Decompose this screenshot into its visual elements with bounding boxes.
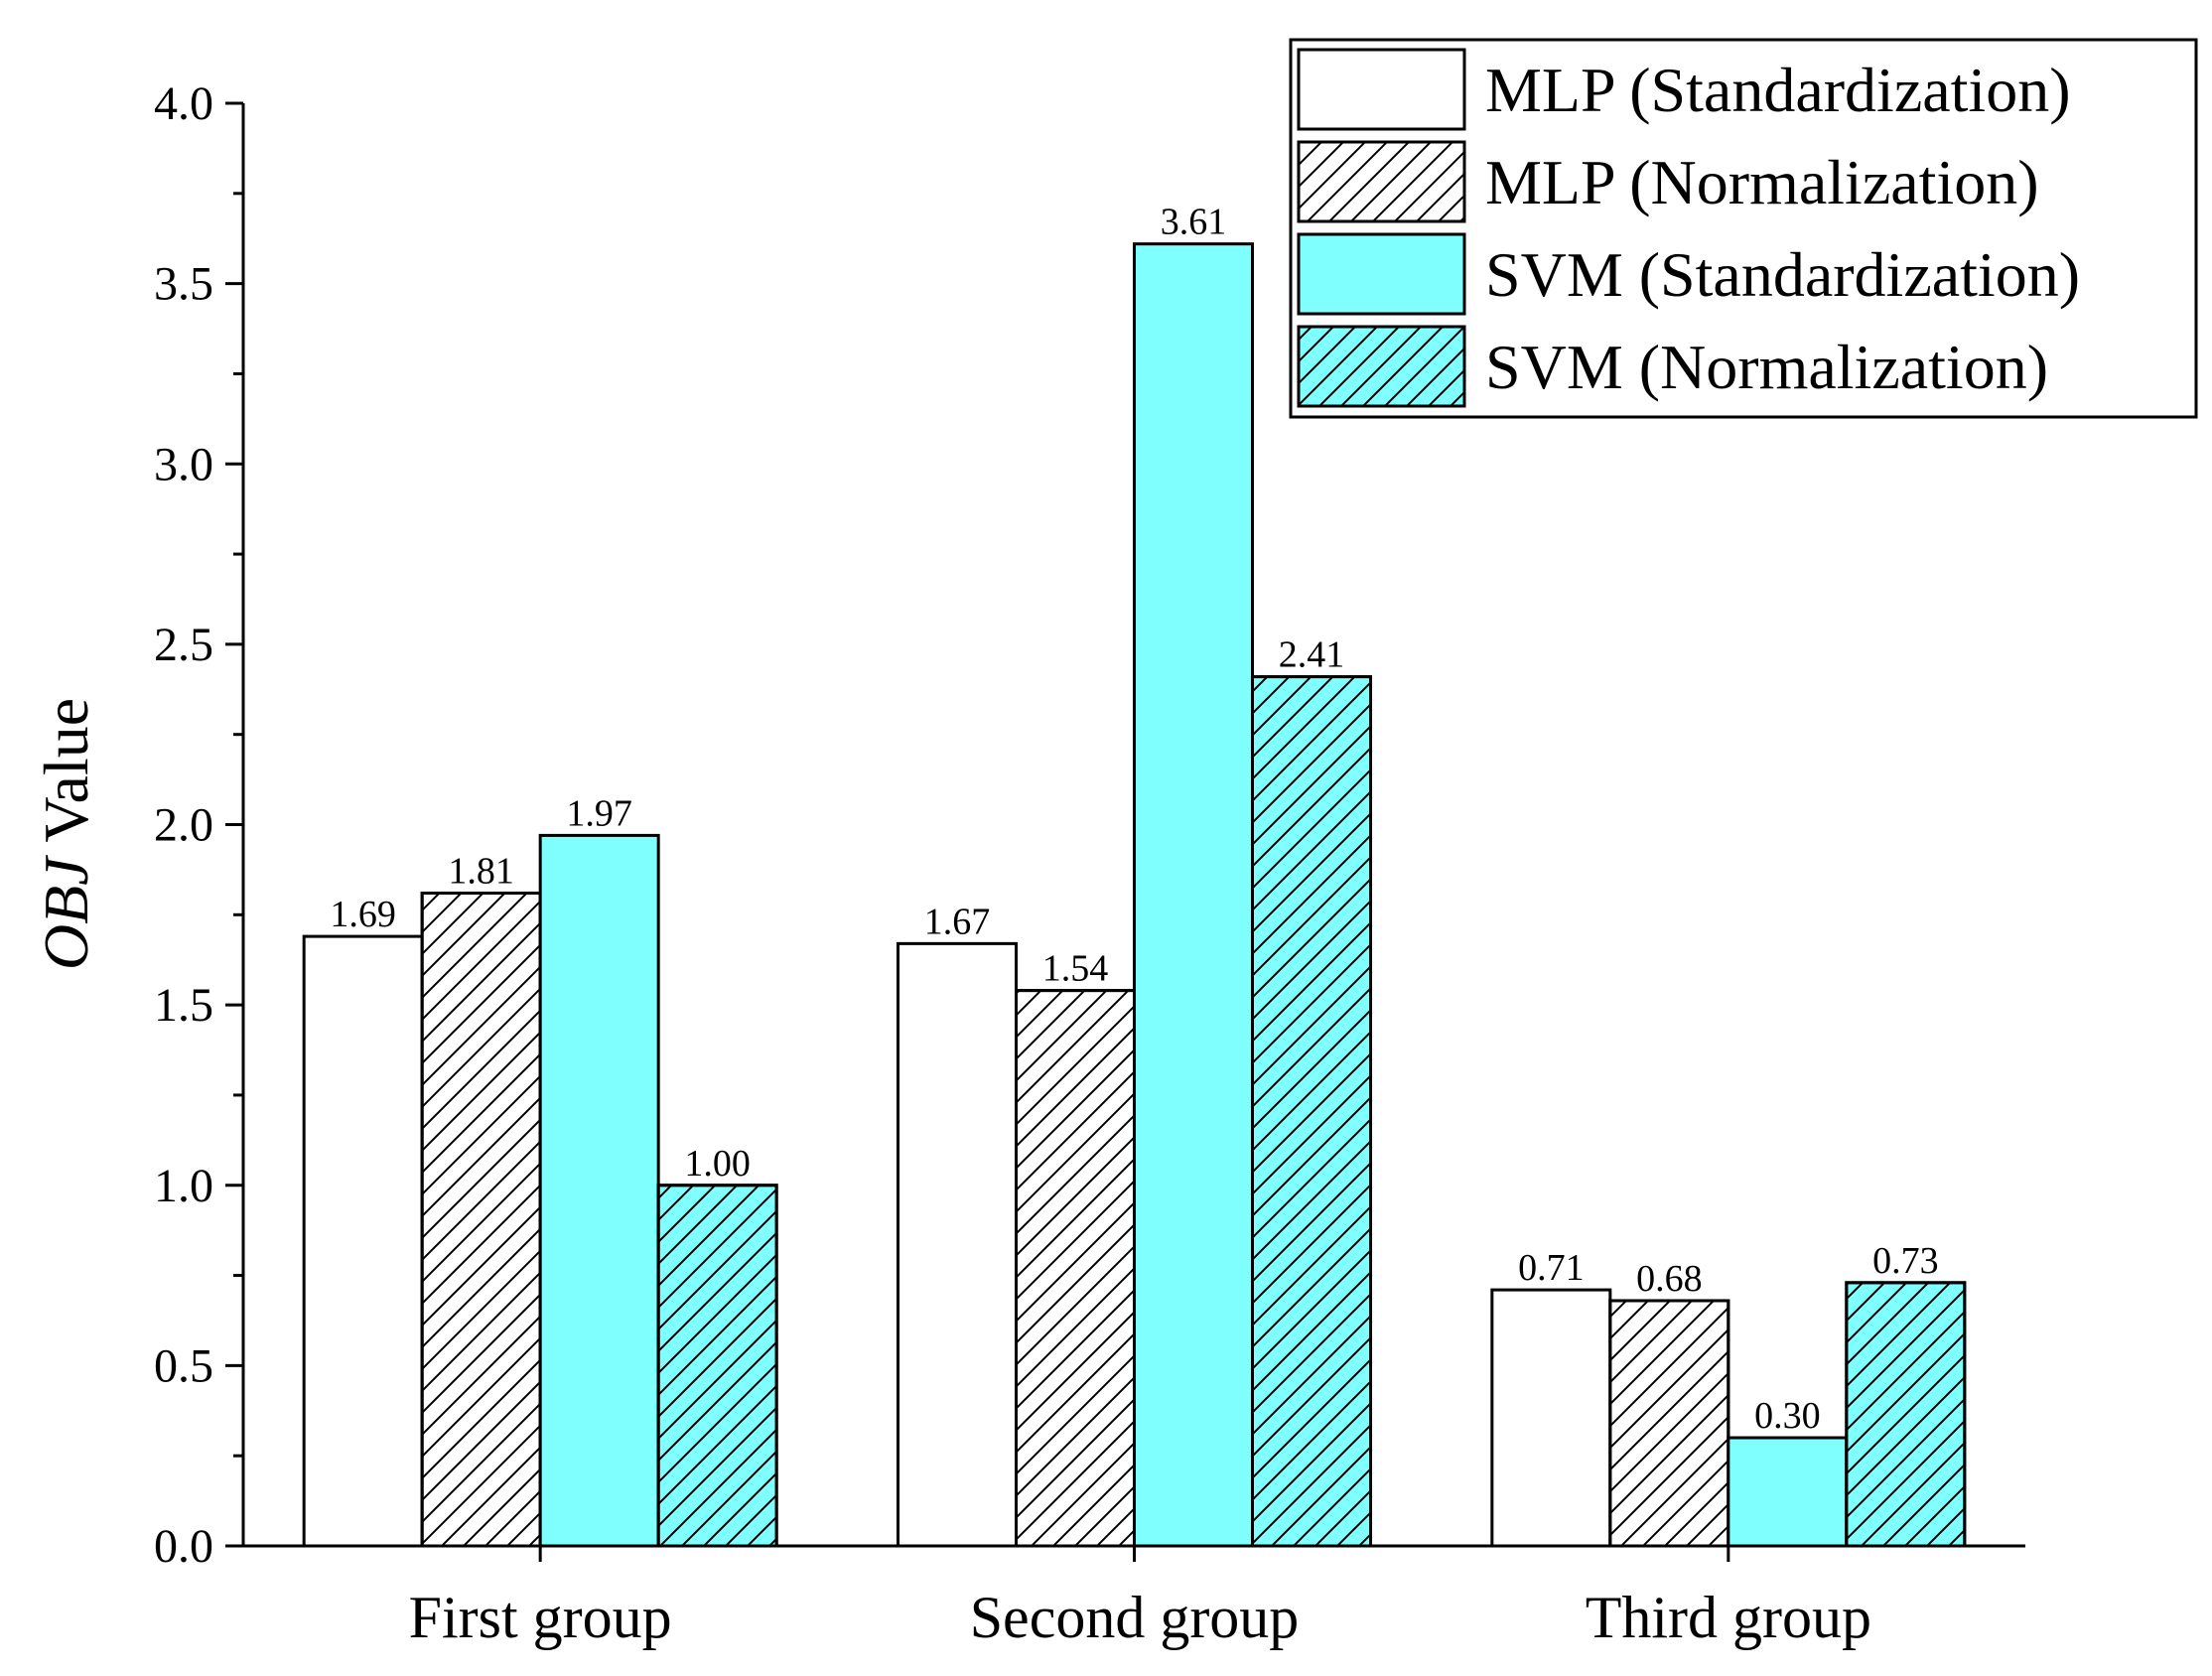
data-label: 3.61 (1161, 202, 1227, 243)
bar-svm-standardization-3 (1727, 1436, 1849, 1548)
y-axis-label-text: Value (31, 698, 101, 843)
data-labels-layer: 1.69 1.81 1.97 1.00 1.67 1.54 3.61 2.41 0.71 0.68… (330, 202, 1938, 1437)
bar-hatch-svm-normalization-3 (1845, 1281, 1967, 1548)
data-label: 0.30 (1754, 1395, 1821, 1437)
bar-hatch-mlp-normalization-2 (1015, 989, 1136, 1548)
bar-hatch-mlp-normalization-1 (420, 892, 542, 1548)
y-tick-label: 0.5 (154, 1339, 213, 1392)
y-tick-label: 4.0 (154, 77, 213, 130)
legend-swatch-mlp-standardization (1297, 48, 1466, 131)
data-label: 1.54 (1042, 948, 1109, 990)
x-tick-label: First group (409, 1585, 672, 1650)
data-label: 0.68 (1636, 1258, 1703, 1300)
bar-hatch-svm-normalization-1 (656, 1184, 778, 1548)
y-tick-label: 0.0 (154, 1520, 213, 1573)
legend-label: MLP (Standardization) (1485, 55, 2071, 125)
data-label: 1.69 (330, 894, 396, 935)
data-label: 0.71 (1518, 1247, 1585, 1289)
bar-svm-standardization-1 (538, 833, 660, 1548)
bar-svm-standardization-2 (1133, 242, 1254, 1548)
data-label: 1.67 (924, 901, 991, 942)
x-tick-label: Second group (970, 1585, 1300, 1650)
bars-layer (302, 242, 1967, 1548)
x-tick-label: Third group (1586, 1585, 1871, 1650)
data-label: 1.00 (684, 1143, 751, 1185)
y-axis-label-space (31, 843, 101, 858)
legend-swatch-hatch-mlp-normalization (1297, 140, 1466, 223)
data-label: 2.41 (1279, 634, 1345, 676)
legend: MLP (Standardization) MLP (Normalization)… (1289, 38, 2198, 419)
y-tick-label: 3.0 (154, 438, 213, 490)
legend-swatch-svm-standardization (1297, 232, 1466, 316)
legend-label: MLP (Normalization) (1485, 147, 2039, 217)
legend-label: SVM (Standardization) (1485, 239, 2080, 310)
y-tick-label: 1.5 (154, 979, 213, 1032)
data-label: 1.97 (566, 792, 632, 834)
y-tick-label: 2.5 (154, 619, 213, 671)
y-tick-label: 1.0 (154, 1160, 213, 1212)
legend-swatch-hatch-svm-normalization (1297, 325, 1466, 408)
bar-mlp-standardization-3 (1490, 1288, 1612, 1548)
legend-label: SVM (Normalization) (1485, 332, 2048, 402)
bar-mlp-standardization-2 (897, 941, 1018, 1548)
y-tick-label: 2.0 (154, 799, 213, 852)
axes-layer: First group Second group Third group 0.0 0.5… (154, 77, 2025, 1650)
y-tick-label: 3.5 (154, 258, 213, 311)
bar-hatch-svm-normalization-2 (1251, 675, 1372, 1548)
data-label: 1.81 (448, 851, 514, 893)
bar-mlp-standardization-1 (302, 934, 424, 1548)
y-axis-label: OBJ Value (31, 698, 101, 970)
data-label: 0.73 (1872, 1240, 1939, 1282)
y-axis-label-italic: OBJ (31, 855, 101, 970)
bar-hatch-mlp-normalization-3 (1608, 1299, 1730, 1548)
